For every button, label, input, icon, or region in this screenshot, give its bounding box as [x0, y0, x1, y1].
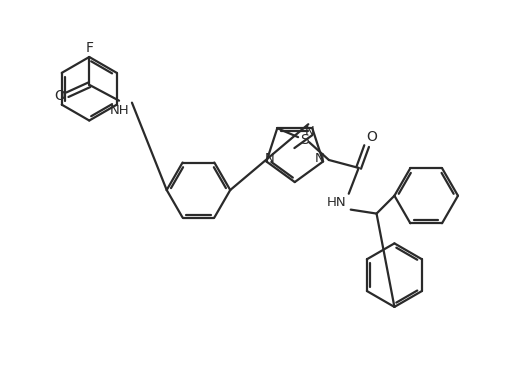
Text: N: N	[265, 152, 274, 165]
Text: F: F	[85, 41, 93, 55]
Text: HN: HN	[327, 196, 347, 209]
Text: O: O	[54, 89, 65, 103]
Text: NH: NH	[110, 104, 130, 117]
Text: S: S	[300, 133, 308, 147]
Text: N: N	[305, 125, 314, 138]
Text: O: O	[366, 130, 377, 144]
Text: N: N	[315, 152, 325, 165]
